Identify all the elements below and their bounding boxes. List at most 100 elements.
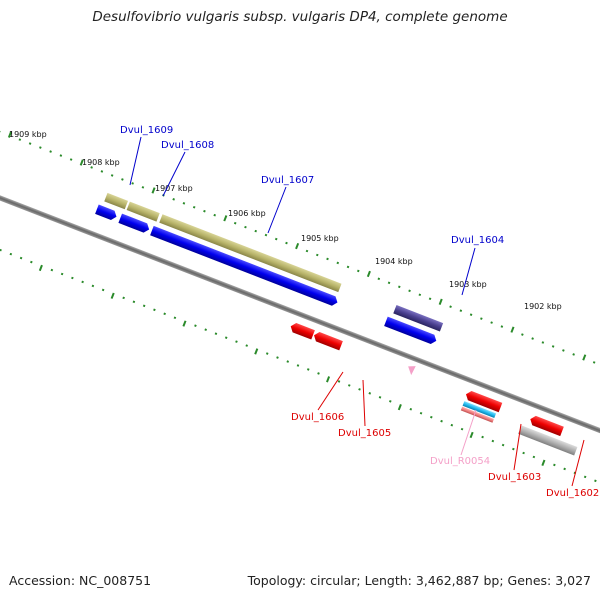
callout-line (162, 151, 186, 197)
topology-summary: Topology: circular; Length: 3,462,887 bp… (247, 573, 591, 588)
cds-arrow[interactable] (384, 316, 438, 346)
minor-tick (254, 229, 258, 233)
gene-feature[interactable] (518, 425, 578, 456)
gene-feature[interactable] (460, 406, 494, 423)
scale-label: 1902 kbp (524, 302, 562, 311)
minor-tick (286, 360, 290, 363)
minor-tick (541, 341, 545, 344)
minor-tick (378, 396, 382, 399)
major-tick (469, 431, 474, 439)
minor-tick (449, 305, 452, 308)
major-tick (295, 242, 300, 250)
gene-feature[interactable] (159, 214, 342, 293)
minor-tick (204, 328, 207, 331)
gene-label-dvul-1602[interactable]: Dvul_1602 (546, 488, 599, 499)
gene-feature[interactable] (104, 192, 129, 210)
accession-text: Accession: NC_008751 (9, 573, 152, 588)
gene-label-dvul-1607[interactable]: Dvul_1607 (261, 175, 314, 186)
scale-label: 1909 kbp (9, 130, 47, 139)
major-tick (110, 292, 115, 299)
minor-tick (131, 182, 134, 185)
minor-tick (418, 293, 422, 297)
major-tick (326, 376, 331, 383)
minor-tick (480, 317, 483, 320)
minor-tick (553, 463, 556, 467)
minor-tick (428, 297, 432, 301)
callout-line (267, 186, 287, 234)
major-tick (7, 131, 12, 138)
gene-feature[interactable] (126, 201, 160, 222)
minor-tick (481, 435, 484, 439)
minor-tick (121, 178, 124, 181)
minor-tick (408, 289, 411, 293)
cds-arrow[interactable] (150, 225, 339, 307)
minor-tick (163, 312, 166, 316)
major-tick (510, 326, 515, 333)
minor-tick (572, 353, 575, 356)
gene-label-dvul-1606[interactable]: Dvul_1606 (291, 412, 344, 423)
minor-tick (19, 256, 23, 260)
cds-arrow[interactable] (529, 414, 564, 437)
minor-tick (336, 261, 340, 265)
minor-tick (306, 368, 310, 371)
minor-tick (30, 260, 33, 264)
minor-tick (460, 427, 464, 431)
minor-tick (305, 249, 309, 253)
minor-tick (346, 265, 350, 269)
major-tick (223, 215, 228, 222)
callout-line (129, 136, 142, 186)
minor-tick (153, 308, 156, 312)
minor-tick (101, 288, 105, 292)
cds-arrow[interactable] (95, 204, 118, 222)
minor-tick (531, 337, 534, 340)
major-tick (79, 159, 84, 166)
scale-label: 1907 kbp (155, 184, 193, 193)
cds-arrow[interactable] (289, 322, 315, 340)
rna-feature[interactable] (406, 364, 416, 376)
minor-tick (592, 361, 596, 364)
major-tick (151, 187, 156, 194)
gene-label-dvul-r0054[interactable]: Dvul_R0054 (430, 456, 490, 467)
minor-tick (49, 150, 52, 153)
minor-tick (532, 455, 536, 459)
scale-label: 1903 kbp (449, 280, 487, 289)
gene-label-dvul-1608[interactable]: Dvul_1608 (161, 140, 214, 151)
minor-tick (347, 384, 351, 387)
minor-tick (296, 364, 300, 367)
minor-tick (264, 233, 268, 237)
gene-label-dvul-1609[interactable]: Dvul_1609 (120, 125, 173, 136)
callout-line (461, 247, 476, 296)
gene-label-dvul-1603[interactable]: Dvul_1603 (488, 472, 541, 483)
minor-tick (192, 205, 196, 209)
minor-tick (122, 296, 125, 300)
minor-tick (141, 186, 145, 189)
minor-tick (387, 281, 391, 285)
major-tick (438, 298, 443, 305)
cds-arrow[interactable] (464, 390, 503, 413)
map-title: Desulfovibrio vulgaris subsp. vulgaris D… (92, 9, 508, 25)
minor-tick (356, 269, 360, 273)
minor-tick (430, 415, 433, 419)
minor-tick (512, 447, 515, 451)
scale-label: 1904 kbp (375, 257, 413, 266)
minor-tick (377, 277, 381, 281)
minor-tick (562, 349, 565, 352)
gene-label-dvul-1605[interactable]: Dvul_1605 (338, 428, 391, 439)
major-tick (182, 320, 187, 327)
minor-tick (194, 324, 197, 328)
minor-tick (233, 221, 237, 225)
major-tick (38, 264, 43, 272)
minor-tick (521, 333, 524, 336)
minor-tick (203, 209, 206, 213)
minor-tick (500, 325, 504, 328)
minor-tick (551, 345, 555, 348)
gene-feature[interactable] (393, 305, 444, 332)
minor-tick (59, 154, 63, 157)
cds-arrow[interactable] (118, 213, 151, 235)
cds-arrow[interactable] (312, 331, 343, 351)
gene-label-dvul-1604[interactable]: Dvul_1604 (451, 235, 504, 246)
minor-tick (142, 304, 146, 308)
trna-feature[interactable] (462, 401, 497, 419)
minor-tick (0, 130, 1, 133)
